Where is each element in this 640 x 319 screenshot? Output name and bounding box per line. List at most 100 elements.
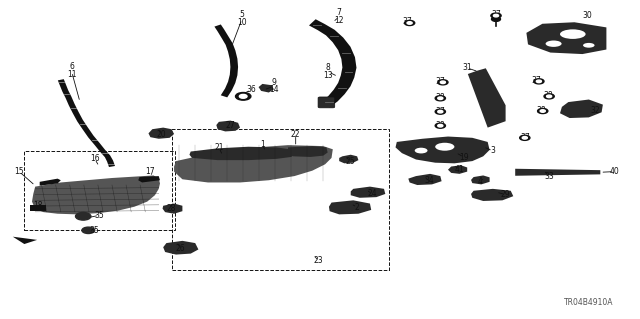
Text: 18: 18 <box>34 201 43 210</box>
Text: 14: 14 <box>269 85 279 94</box>
Circle shape <box>520 135 530 140</box>
Text: 24: 24 <box>367 189 378 198</box>
Bar <box>172 129 389 270</box>
Text: 25: 25 <box>346 157 356 166</box>
Text: 23: 23 <box>314 256 324 265</box>
Circle shape <box>438 110 443 113</box>
Circle shape <box>493 14 499 17</box>
Text: 29: 29 <box>500 190 511 199</box>
Polygon shape <box>58 79 115 167</box>
FancyBboxPatch shape <box>318 97 335 108</box>
Polygon shape <box>138 176 160 182</box>
Circle shape <box>547 95 552 98</box>
Polygon shape <box>259 84 274 93</box>
Ellipse shape <box>583 43 595 48</box>
Circle shape <box>492 17 500 21</box>
Text: 32: 32 <box>590 106 600 115</box>
Polygon shape <box>329 200 371 214</box>
Text: 37: 37 <box>531 76 541 85</box>
Circle shape <box>534 79 544 84</box>
Text: 37: 37 <box>491 10 501 19</box>
Ellipse shape <box>415 148 428 153</box>
Text: 21: 21 <box>214 143 223 152</box>
Polygon shape <box>448 165 467 174</box>
Text: 1: 1 <box>260 140 265 149</box>
Text: 33: 33 <box>544 172 554 181</box>
Text: 7: 7 <box>337 8 342 17</box>
Polygon shape <box>214 25 238 97</box>
Text: 41: 41 <box>454 165 465 174</box>
Polygon shape <box>396 137 490 163</box>
Circle shape <box>76 212 91 220</box>
Text: 36: 36 <box>246 85 257 94</box>
Text: 20: 20 <box>156 130 166 139</box>
Polygon shape <box>174 145 333 182</box>
Text: 15: 15 <box>14 167 24 176</box>
Polygon shape <box>471 175 490 184</box>
Text: 27: 27 <box>225 121 236 130</box>
Circle shape <box>239 94 247 98</box>
Text: 3: 3 <box>490 146 495 155</box>
Circle shape <box>435 96 445 101</box>
Circle shape <box>540 110 545 112</box>
Text: 30: 30 <box>582 11 593 20</box>
Polygon shape <box>339 155 358 163</box>
Polygon shape <box>40 179 61 186</box>
Text: 2: 2 <box>355 203 360 212</box>
Text: 38: 38 <box>536 106 546 115</box>
Text: 16: 16 <box>90 154 100 163</box>
Text: 10: 10 <box>237 18 247 27</box>
Polygon shape <box>468 68 506 128</box>
Circle shape <box>407 22 412 24</box>
Polygon shape <box>32 175 160 214</box>
Text: 9: 9 <box>271 78 276 87</box>
Circle shape <box>438 124 443 127</box>
Circle shape <box>236 93 251 100</box>
Text: 35: 35 <box>90 226 100 235</box>
Circle shape <box>544 94 554 99</box>
Circle shape <box>491 13 501 18</box>
Text: 11: 11 <box>67 70 76 79</box>
Text: 4: 4 <box>477 177 483 186</box>
Ellipse shape <box>435 143 454 151</box>
Polygon shape <box>408 174 442 185</box>
Polygon shape <box>148 128 174 139</box>
Text: 22: 22 <box>291 130 300 139</box>
Text: 38: 38 <box>435 121 445 130</box>
Polygon shape <box>526 22 607 54</box>
Polygon shape <box>163 204 182 214</box>
Text: 31: 31 <box>462 63 472 72</box>
Text: TR04B4910A: TR04B4910A <box>564 298 613 307</box>
Text: 5: 5 <box>239 10 244 19</box>
Text: 37: 37 <box>435 107 445 115</box>
Circle shape <box>82 227 95 234</box>
Text: 35: 35 <box>94 211 104 220</box>
Text: 34: 34 <box>424 176 434 185</box>
Text: 37: 37 <box>520 133 530 142</box>
Polygon shape <box>560 100 603 118</box>
Circle shape <box>435 109 445 114</box>
Text: 38: 38 <box>543 91 553 100</box>
Circle shape <box>438 97 443 100</box>
Polygon shape <box>163 241 198 255</box>
Ellipse shape <box>560 29 586 39</box>
Polygon shape <box>288 146 328 157</box>
Text: 38: 38 <box>435 93 445 102</box>
Text: 6: 6 <box>69 63 74 71</box>
Text: 28: 28 <box>167 204 176 213</box>
Text: 37: 37 <box>435 77 445 86</box>
Text: 8: 8 <box>326 63 331 72</box>
Bar <box>24 151 175 230</box>
Text: 19: 19 <box>459 153 469 162</box>
Ellipse shape <box>545 41 562 47</box>
Circle shape <box>438 80 448 85</box>
Circle shape <box>435 123 445 128</box>
Circle shape <box>538 108 548 114</box>
Text: 13: 13 <box>323 71 333 80</box>
Polygon shape <box>189 147 296 160</box>
Polygon shape <box>309 19 356 108</box>
Circle shape <box>440 81 445 84</box>
Circle shape <box>536 80 541 83</box>
Polygon shape <box>471 189 513 201</box>
Text: 12: 12 <box>335 16 344 25</box>
